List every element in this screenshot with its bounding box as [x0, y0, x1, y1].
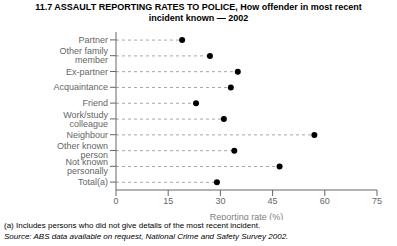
svg-text:Ex-partner: Ex-partner	[66, 67, 108, 77]
svg-text:0: 0	[113, 196, 118, 206]
svg-text:45: 45	[268, 196, 278, 206]
svg-text:75: 75	[372, 196, 382, 206]
svg-text:Total(a): Total(a)	[78, 177, 108, 187]
svg-text:Acquaintance: Acquaintance	[53, 82, 108, 92]
svg-text:30: 30	[215, 196, 225, 206]
svg-text:Other familymember: Other familymember	[59, 46, 108, 65]
svg-text:Partner: Partner	[78, 35, 108, 45]
svg-text:Work/studycolleague: Work/studycolleague	[63, 110, 108, 129]
svg-text:15: 15	[163, 196, 173, 206]
svg-text:Neighbour: Neighbour	[66, 130, 108, 140]
svg-text:Reporting rate (%): Reporting rate (%)	[210, 212, 284, 220]
svg-text:60: 60	[320, 196, 330, 206]
svg-text:Friend: Friend	[82, 98, 108, 108]
svg-text:Not knownpersonally: Not knownpersonally	[65, 157, 108, 176]
